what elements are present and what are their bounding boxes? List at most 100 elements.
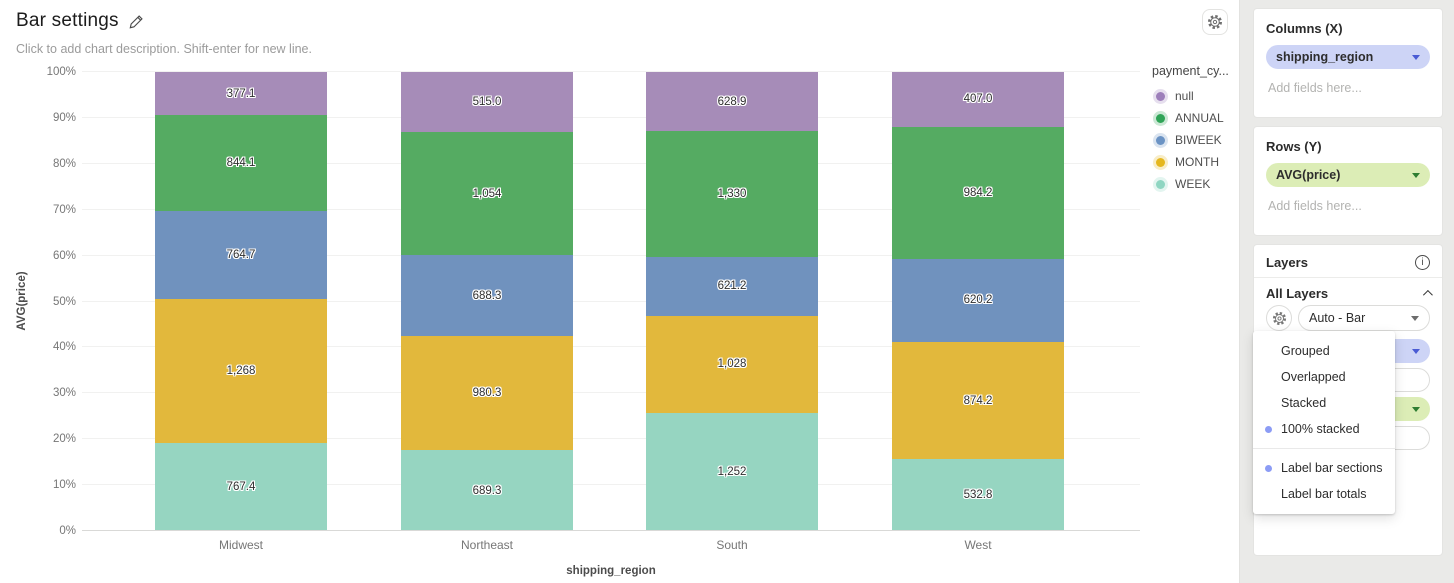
y-tick-label: 40% bbox=[52, 341, 76, 354]
bar-value-label: 377.1 bbox=[226, 87, 256, 100]
gridline bbox=[82, 71, 1140, 72]
layers-title: Layers bbox=[1266, 254, 1308, 270]
menu-item-100-stacked[interactable]: 100% stacked bbox=[1253, 416, 1395, 442]
legend-dot bbox=[1156, 91, 1165, 101]
divider bbox=[1254, 277, 1442, 278]
chevron-down-icon bbox=[1411, 315, 1419, 321]
chevron-down-icon bbox=[1412, 406, 1420, 412]
bar-value-label: 689.3 bbox=[472, 484, 502, 497]
bar-segment-annual[interactable]: 844.1 bbox=[155, 115, 327, 212]
chevron-down-icon bbox=[1412, 54, 1420, 60]
bar-segment-annual[interactable]: 984.2 bbox=[892, 126, 1064, 259]
gridline bbox=[82, 300, 1140, 302]
menu-item-label-bar-sections[interactable]: Label bar sections bbox=[1253, 455, 1395, 481]
bar-value-label: 764.7 bbox=[226, 249, 256, 262]
bar-value-label: 980.3 bbox=[472, 387, 502, 400]
bar-segment-month[interactable]: 1,268 bbox=[155, 298, 327, 444]
x-axis-ticks: Midwest Northeast South West bbox=[82, 538, 1140, 554]
menu-item-label: 100% stacked bbox=[1281, 422, 1360, 436]
y-tick-label: 0% bbox=[59, 525, 76, 537]
chevron-up-icon[interactable] bbox=[1422, 289, 1433, 300]
add-y-fields-placeholder[interactable]: Add fields here... bbox=[1268, 199, 1362, 213]
x-tick-label: Northeast bbox=[460, 538, 514, 552]
bar-segment-biweek[interactable]: 764.7 bbox=[155, 211, 327, 299]
legend-item[interactable]: MONTH bbox=[1152, 151, 1242, 173]
plot-area: 767.4 1,268 764.7 844.1 377.1 689.3 980.3 688.3… bbox=[82, 71, 1140, 531]
bar-value-label: 620.2 bbox=[963, 294, 993, 307]
bar-value-label: 515.0 bbox=[472, 96, 502, 109]
selected-bullet-icon bbox=[1265, 464, 1272, 472]
legend-label: BIWEEK bbox=[1175, 133, 1222, 147]
bar-segment-week[interactable]: 1,252 bbox=[646, 412, 818, 531]
gridline bbox=[82, 208, 1140, 210]
stacked-bar-west: 532.8 874.2 620.2 984.2 407.0 bbox=[892, 72, 1064, 531]
menu-item-overlapped[interactable]: Overlapped bbox=[1253, 364, 1395, 390]
menu-item-grouped[interactable]: Grouped bbox=[1253, 338, 1395, 364]
y-tick-label: 50% bbox=[52, 295, 76, 308]
gridline bbox=[82, 116, 1140, 118]
legend-dot bbox=[1156, 179, 1165, 189]
y-axis-ticks: 0% 10% 20% 30% 40% 50% 60% 70% 80% 90% 100% bbox=[0, 66, 76, 537]
columns-x-card: Columns (X) shipping_region Add fields h… bbox=[1253, 8, 1443, 118]
gridline bbox=[82, 346, 1140, 348]
bar-value-label: 1,252 bbox=[717, 465, 747, 478]
bar-segment-biweek[interactable]: 620.2 bbox=[892, 258, 1064, 343]
chart-settings-gear-button[interactable] bbox=[1202, 9, 1228, 35]
chart-description-placeholder[interactable]: Click to add chart description. Shift-en… bbox=[16, 42, 312, 56]
x-axis-title: shipping_region bbox=[566, 565, 656, 577]
gridline bbox=[82, 530, 1140, 531]
y-tick-label: 10% bbox=[52, 479, 76, 492]
legend-dot bbox=[1156, 157, 1165, 167]
bar-segment-null[interactable]: 407.0 bbox=[892, 72, 1064, 127]
y-tick-label: 80% bbox=[52, 157, 76, 170]
legend-label: null bbox=[1175, 89, 1194, 103]
bar-segment-annual[interactable]: 1,330 bbox=[646, 131, 818, 258]
legend-item[interactable]: ANNUAL bbox=[1152, 107, 1242, 129]
bar-value-label: 1,054 bbox=[472, 187, 502, 200]
legend-item[interactable]: BIWEEK bbox=[1152, 129, 1242, 151]
menu-item-label-bar-totals[interactable]: Label bar totals bbox=[1253, 481, 1395, 507]
bar-segment-annual[interactable]: 1,054 bbox=[401, 132, 573, 256]
legend-items: null ANNUAL BIWEEK MONTH WEEK bbox=[1152, 85, 1242, 195]
bar-segment-biweek[interactable]: 621.2 bbox=[646, 257, 818, 316]
bar-segment-biweek[interactable]: 688.3 bbox=[401, 255, 573, 336]
legend-title[interactable]: payment_cy... bbox=[1152, 64, 1229, 78]
menu-item-label: Label bar totals bbox=[1281, 487, 1367, 501]
bar-segment-week[interactable]: 767.4 bbox=[155, 443, 327, 531]
info-icon[interactable]: i bbox=[1415, 254, 1430, 270]
mark-type-select[interactable]: Auto - Bar bbox=[1298, 305, 1430, 331]
rows-y-title: Rows (Y) bbox=[1266, 139, 1322, 154]
bar-segment-null[interactable]: 377.1 bbox=[155, 72, 327, 116]
menu-item-stacked[interactable]: Stacked bbox=[1253, 390, 1395, 416]
rows-y-card: Rows (Y) AVG(price) Add fields here... bbox=[1253, 126, 1443, 236]
bar-segment-week[interactable]: 689.3 bbox=[401, 450, 573, 531]
divider bbox=[1253, 448, 1395, 449]
bar-segment-null[interactable]: 515.0 bbox=[401, 72, 573, 133]
bar-value-label: 532.8 bbox=[963, 489, 993, 502]
layer-gear-button[interactable] bbox=[1266, 305, 1292, 331]
y-tick-label: 70% bbox=[52, 203, 76, 216]
bar-segment-month[interactable]: 1,028 bbox=[646, 315, 818, 413]
add-x-fields-placeholder[interactable]: Add fields here... bbox=[1268, 81, 1362, 95]
x-field-pill[interactable]: shipping_region bbox=[1266, 45, 1430, 69]
legend-label: WEEK bbox=[1175, 177, 1211, 191]
bar-value-label: 621.2 bbox=[717, 280, 747, 293]
y-field-pill[interactable]: AVG(price) bbox=[1266, 163, 1430, 187]
bar-segment-month[interactable]: 874.2 bbox=[892, 342, 1064, 460]
y-tick-label: 90% bbox=[52, 111, 76, 124]
bar-segment-month[interactable]: 980.3 bbox=[401, 335, 573, 451]
legend-item[interactable]: null bbox=[1152, 85, 1242, 107]
legend-label: MONTH bbox=[1175, 155, 1219, 169]
bar-segment-null[interactable]: 628.9 bbox=[646, 72, 818, 132]
menu-item-label: Grouped bbox=[1281, 344, 1330, 358]
menu-item-label: Stacked bbox=[1281, 396, 1327, 410]
legend-item[interactable]: WEEK bbox=[1152, 173, 1242, 195]
bar-segment-week[interactable]: 532.8 bbox=[892, 459, 1064, 531]
edit-pencil-icon[interactable] bbox=[129, 14, 144, 29]
chart-title[interactable]: Bar settings bbox=[16, 10, 119, 31]
x-field-label: shipping_region bbox=[1276, 50, 1374, 64]
legend: payment_cy... null ANNUAL BIWEEK MONTH WEEK bbox=[1152, 64, 1242, 195]
bar-value-label: 767.4 bbox=[226, 481, 256, 494]
y-tick-label: 20% bbox=[52, 433, 76, 446]
